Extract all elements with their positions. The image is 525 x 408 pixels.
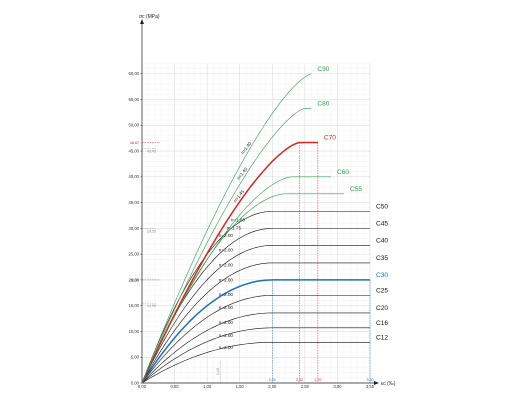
ref-label-y: 20,00: [130, 278, 139, 282]
y-tick-label: 30,00: [129, 226, 140, 231]
n-label-c45: n=2.00: [219, 248, 234, 253]
curve-c80: [141, 108, 312, 384]
ref-label-x: 2,42: [296, 378, 303, 382]
n-label-c20: n=2.00: [219, 320, 234, 325]
x-axis-arrow: [374, 381, 379, 385]
curve-c25: [141, 295, 370, 384]
y-tick-label: 15,00: [129, 303, 140, 308]
curve-label-c12: C12: [376, 334, 388, 341]
ref-label-x: 3,50: [367, 378, 374, 382]
curve-c30: [141, 279, 370, 384]
ref-label-y-secondary: 29,55: [147, 229, 156, 233]
n-label-c50: n=2.00: [219, 233, 234, 238]
y-tick-label: 55,00: [129, 97, 140, 102]
curve-label-c50: C50: [376, 203, 388, 210]
y-axis-title: σc (MPa): [139, 14, 160, 20]
y-tick-label: 50,00: [129, 123, 140, 128]
ref-label-y: 46,67: [130, 141, 139, 145]
grid: [141, 63, 371, 384]
curve-c35: [141, 262, 370, 384]
curve-label-c55: C55: [350, 186, 362, 193]
curve-c16: [141, 327, 370, 384]
curve-label-c60: C60: [337, 169, 349, 176]
n-label-c35: n=2.00: [219, 277, 234, 282]
x-tick-label: 0,00: [138, 384, 147, 389]
tick-labels: 0,00 5,00 10,00 15,00 20,00 25,00 30,00 35,00 40…: [129, 71, 375, 389]
y-tick-label: 0,00: [131, 380, 140, 385]
n-label-c16: n=2.00: [219, 333, 234, 338]
ref-label-y-secondary: 14,95: [147, 304, 156, 308]
curves: [141, 73, 370, 384]
ref-label-x-small: 1,20: [216, 368, 220, 375]
x-tick-label: 3,00: [333, 384, 342, 389]
x-tick-label: 1,50: [236, 384, 245, 389]
y-tick-label: 20,00: [129, 277, 140, 282]
n-label-c30: n=2.00: [219, 292, 234, 297]
curve-label-c70: C70: [324, 134, 336, 141]
curve-label-c40: C40: [376, 237, 388, 244]
ref-label-x: 2,00: [269, 378, 276, 382]
y-tick-label: 40,00: [129, 174, 140, 179]
curve-c12: [141, 341, 370, 384]
y-tick-label: 45,00: [129, 148, 140, 153]
ref-label-x: 2,70: [314, 378, 321, 382]
curve-label-c25: C25: [376, 287, 388, 294]
y-tick-label: 10,00: [129, 329, 140, 334]
curve-label-c90: C90: [317, 66, 329, 73]
n-label-c60: n=1.60: [231, 218, 246, 223]
y-tick-label: 25,00: [129, 252, 140, 257]
x-tick-label: 3,50: [366, 384, 375, 389]
n-label-c12: n=2.00: [219, 345, 234, 350]
y-tick-label: 35,00: [129, 200, 140, 205]
curve-c20: [141, 312, 370, 384]
curve-label-c35: C35: [376, 255, 388, 262]
x-tick-label: 0,50: [170, 384, 179, 389]
curve-label-c80: C80: [317, 100, 329, 107]
ref-label-y-secondary: 45,45: [147, 150, 156, 154]
curve-label-c20: C20: [376, 305, 388, 312]
n-label-c25: n=2.00: [219, 305, 234, 310]
curve-label-c16: C16: [376, 320, 388, 327]
curve-c90: [141, 73, 312, 384]
y-tick-label: 5,00: [131, 355, 140, 360]
x-tick-label: 2,00: [268, 384, 277, 389]
curve-c70: [141, 141, 318, 384]
n-label-c40: n=2.00: [219, 262, 234, 267]
x-axis-title: εc (‰): [381, 381, 396, 387]
axes: [140, 19, 379, 385]
y-tick-label: 60,00: [129, 71, 140, 76]
x-tick-label: 2,50: [301, 384, 310, 389]
x-tick-label: 1,00: [203, 384, 212, 389]
curve-label-c45: C45: [376, 220, 388, 227]
curve-c40: [141, 245, 370, 384]
curve-label-c30: C30: [376, 272, 388, 279]
n-label-c55: n=1.75: [227, 226, 242, 231]
y-axis-arrow: [140, 19, 144, 24]
